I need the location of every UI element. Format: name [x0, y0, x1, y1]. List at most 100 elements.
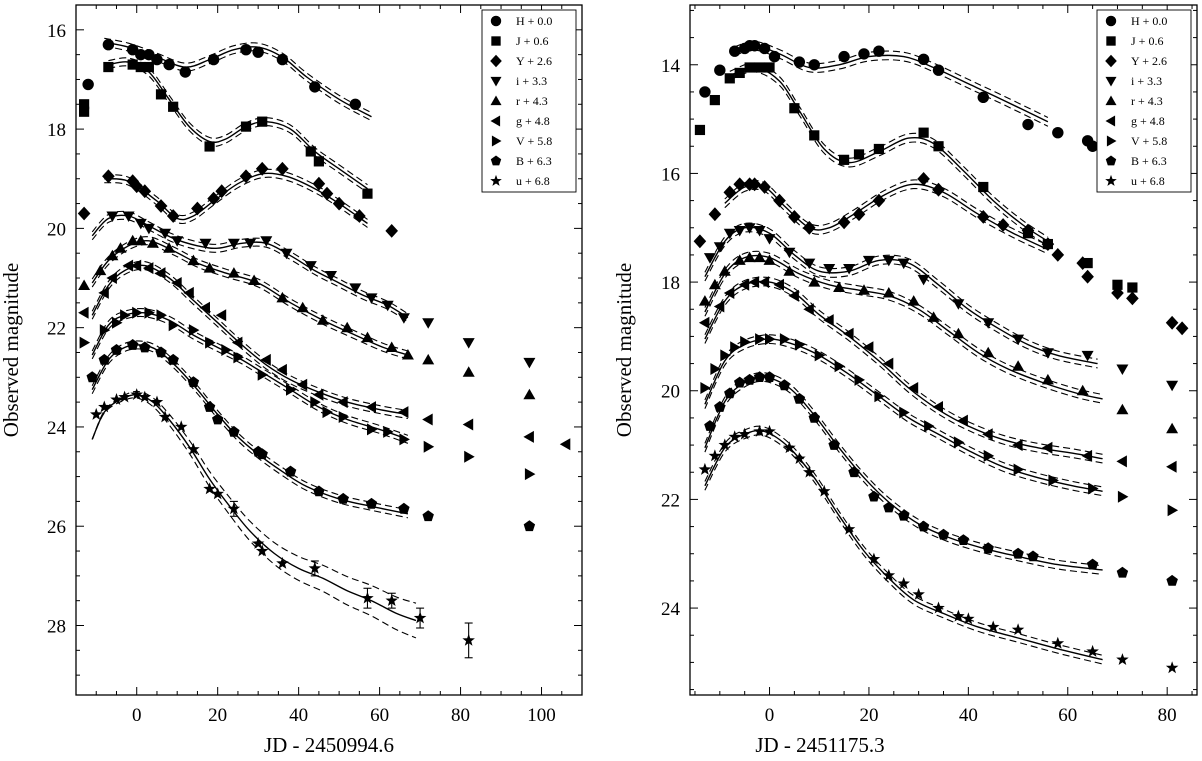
left-y-tick-label: 18	[47, 120, 66, 141]
left-data-point-triangle-up	[422, 353, 435, 365]
right-data-point-triangle-left	[823, 314, 834, 327]
right-data-point-diamond	[773, 193, 786, 208]
right-data-point-pentagon	[743, 373, 756, 385]
right-data-point-circle	[768, 50, 781, 63]
left-data-point-triangle-up	[401, 349, 414, 360]
right-legend-marker-triangle-up	[1105, 95, 1117, 106]
right-data-point-triangle-up	[882, 287, 895, 298]
left-data-point-triangle-down	[244, 238, 257, 250]
right-data-point-pentagon	[778, 379, 791, 391]
right-data-point-triangle-left	[1116, 455, 1127, 468]
right-data-point-triangle-left	[788, 289, 799, 302]
right-data-point-circle	[808, 59, 820, 71]
right-data-point-pentagon	[1116, 566, 1129, 578]
right-data-points	[693, 40, 1189, 674]
right-data-point-circle	[838, 50, 850, 63]
right-data-point-triangle-right	[1013, 463, 1025, 476]
left-data-point-pentagon	[523, 520, 536, 532]
right-data-point-triangle-up	[708, 278, 721, 290]
left-data-point-pentagon	[127, 339, 139, 350]
right-x-tick-label: 40	[959, 705, 978, 726]
left-data-point-triangle-up	[106, 249, 119, 261]
right-data-point-triangle-left	[773, 278, 784, 291]
left-data-point-square	[78, 99, 90, 110]
left-legend-marker-pentagon	[490, 155, 502, 166]
right-data-point-triangle-up	[698, 295, 711, 306]
right-data-point-diamond	[917, 172, 930, 186]
right-data-point-pentagon	[704, 420, 716, 431]
left-data-point-diamond	[126, 174, 139, 189]
left-data-point-triangle-up	[385, 341, 398, 352]
left-data-point-triangle-left	[276, 363, 287, 376]
left-data-point-star	[187, 442, 200, 455]
right-data-point-square	[789, 103, 800, 114]
left-data-point-triangle-left	[215, 309, 227, 322]
left-data-point-triangle-right	[367, 423, 378, 436]
left-legend-label: Y + 2.6	[516, 54, 552, 68]
left-data-point-star	[251, 537, 265, 549]
right-data-point-star	[897, 577, 910, 589]
right-data-point-triangle-up	[783, 265, 796, 276]
left-model-upper-bound	[91, 340, 409, 511]
left-data-point-star	[203, 482, 216, 495]
left-model-upper-bound	[91, 308, 409, 436]
left-model-lower-bound	[108, 65, 368, 194]
right-data-point-diamond	[733, 177, 746, 192]
right-data-point-diamond	[723, 185, 737, 200]
right-y-tick-label: 14	[661, 56, 681, 77]
right-data-point-star	[1165, 661, 1179, 674]
left-data-point-triangle-up	[462, 366, 475, 377]
right-model-upper-bound	[704, 372, 1103, 567]
right-data-point-star	[912, 587, 925, 600]
left-data-point-diamond	[332, 196, 346, 211]
left-data-point-triangle-right	[233, 351, 244, 364]
left-data-point-triangle-right	[464, 450, 475, 463]
left-model-curve	[91, 311, 409, 441]
right-data-point-triangle-right	[765, 333, 776, 346]
left-y-axis-label: Observed magnitude	[0, 263, 23, 437]
right-data-point-square	[853, 149, 865, 160]
right-data-point-triangle-left	[1012, 439, 1023, 452]
left-data-point-triangle-up	[114, 242, 127, 253]
right-data-point-triangle-down	[843, 264, 856, 275]
right-data-point-circle	[793, 56, 806, 68]
left-model-curve	[91, 393, 417, 622]
left-data-point-triangle-down	[523, 357, 536, 369]
left-y-tick-label: 24	[47, 418, 67, 439]
left-legend-marker-triangle-right	[491, 135, 502, 147]
left-model-lower-bound	[91, 244, 409, 360]
right-data-point-triangle-down	[723, 228, 736, 240]
right-data-point-star	[783, 441, 796, 454]
right-data-point-triangle-down	[1116, 364, 1129, 375]
right-data-point-square	[724, 73, 735, 84]
right-data-point-pentagon	[753, 371, 766, 382]
left-data-point-diamond	[166, 209, 180, 223]
left-model-curve	[108, 61, 368, 190]
right-data-point-pentagon	[763, 371, 776, 382]
right-data-point-circle	[932, 64, 945, 76]
left-data-point-triangle-down	[280, 248, 293, 260]
left-data-point-triangle-left	[142, 262, 154, 275]
left-data-point-triangle-left	[365, 401, 376, 414]
right-data-point-diamond	[748, 177, 761, 192]
right-legend-label: Y + 2.6	[1131, 54, 1167, 68]
left-data-point-pentagon	[313, 485, 325, 497]
right-data-point-triangle-down	[733, 226, 746, 237]
left-legend-marker-triangle-up	[490, 95, 502, 106]
right-data-point-triangle-up	[753, 251, 766, 263]
right-model-upper-bound	[734, 40, 1049, 118]
left-data-point-triangle-right	[286, 383, 297, 396]
left-data-point-pentagon	[167, 353, 179, 365]
left-data-point-triangle-right	[257, 368, 269, 381]
left-legend: H + 0.0 J + 0.6 Y + 2.6 i + 3.3 r + 4.3 g + 4…	[481, 9, 577, 193]
right-legend-label: r + 4.3	[1131, 94, 1163, 108]
left-data-point-triangle-down	[122, 211, 135, 222]
right-data-point-triangle-right	[794, 338, 806, 351]
left-y-tick-label: 16	[47, 21, 66, 42]
left-data-point-pentagon	[139, 341, 151, 353]
right-data-point-pentagon	[1027, 550, 1039, 562]
right-data-point-star	[1086, 644, 1099, 657]
right-data-point-triangle-down	[982, 318, 995, 329]
left-data-point-triangle-left	[155, 267, 166, 280]
left-legend-label: r + 4.3	[516, 94, 548, 108]
